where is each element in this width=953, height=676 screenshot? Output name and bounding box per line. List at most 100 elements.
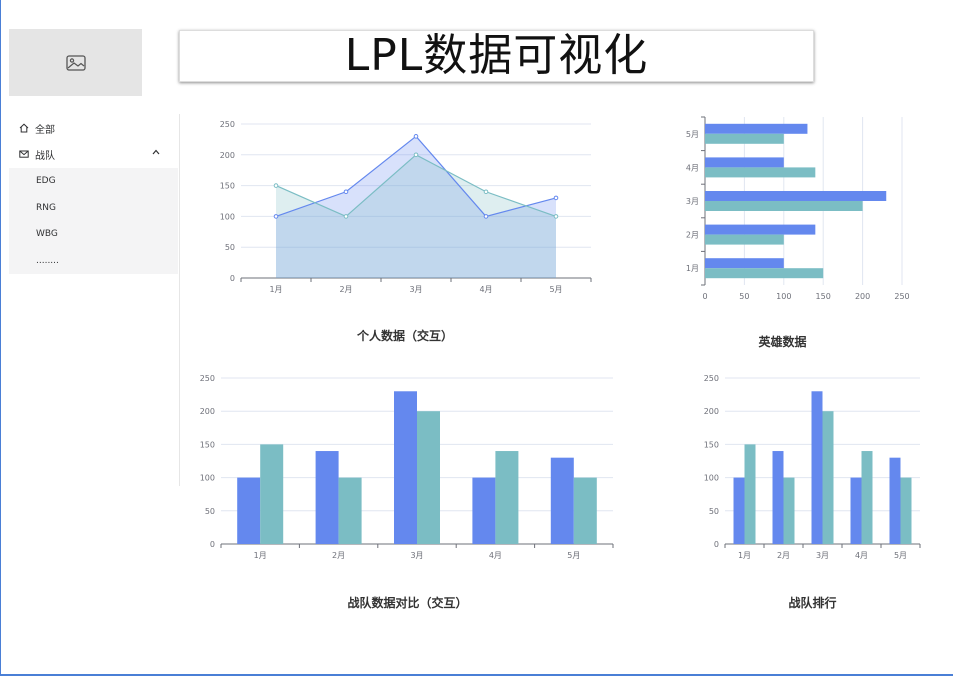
hero-data-plot[interactable]: 0 50 100 150 200 250 1月 2月 3月 4月 5月 <box>675 110 935 310</box>
bar[interactable] <box>861 451 873 544</box>
y-tick-label: 0 <box>230 274 235 283</box>
data-point[interactable] <box>553 214 559 219</box>
x-tick-label: 1月 <box>738 551 751 560</box>
team-rank-chart[interactable]: 0 50 100 150 200 250 1月 2月 3月 4月 5月 战队排行 <box>695 368 930 618</box>
x-tick-label: 100 <box>776 292 791 301</box>
bar[interactable] <box>417 411 440 544</box>
bar[interactable] <box>338 477 362 544</box>
y-tick-label: 1月 <box>686 264 699 273</box>
data-point[interactable] <box>343 214 349 219</box>
bar[interactable] <box>900 477 912 544</box>
x-tick-label: 200 <box>855 292 870 301</box>
bar[interactable] <box>705 224 816 235</box>
x-tick-label: 3月 <box>816 551 829 560</box>
x-tick-label: 50 <box>739 292 749 301</box>
y-tick-label: 0 <box>210 540 215 549</box>
header-title-box: LPL数据可视化 <box>179 30 814 82</box>
frame-bottom-border <box>0 674 953 676</box>
chevron-up-icon[interactable] <box>152 149 160 155</box>
y-tick-label: 0 <box>714 540 719 549</box>
series-area <box>276 136 556 278</box>
x-tick-label: 250 <box>894 292 909 301</box>
bar[interactable] <box>705 234 784 245</box>
bar[interactable] <box>237 477 261 544</box>
y-tick-label: 150 <box>220 182 235 191</box>
y-tick-label: 200 <box>220 151 235 160</box>
data-point[interactable] <box>413 152 419 158</box>
bar[interactable] <box>260 444 284 544</box>
data-point[interactable] <box>273 183 279 188</box>
y-tick-label: 200 <box>704 407 719 416</box>
bar[interactable] <box>772 451 784 544</box>
x-tick-label: 2月 <box>332 551 345 560</box>
bar[interactable] <box>705 133 784 144</box>
data-point[interactable] <box>413 134 419 139</box>
bar[interactable] <box>744 444 756 544</box>
page-title: LPL数据可视化 <box>344 30 649 81</box>
y-tick-label: 250 <box>200 374 215 383</box>
bar[interactable] <box>822 411 834 544</box>
submenu-item-edg[interactable]: EDG <box>36 176 56 187</box>
bar[interactable] <box>472 477 496 544</box>
bar[interactable] <box>733 477 745 544</box>
bar[interactable] <box>705 167 816 178</box>
bar[interactable] <box>705 157 784 168</box>
y-tick-label: 100 <box>704 474 719 483</box>
sidebar-item-label: 全部 <box>35 124 55 136</box>
personal-data-chart[interactable]: 0 50 100 150 200 250 1月 2月 3月 4月 5月 个人数据（交互） <box>200 110 610 350</box>
submenu-item-wbg[interactable]: WBG <box>36 229 58 240</box>
y-tick-label: 200 <box>200 407 215 416</box>
bar[interactable] <box>495 451 519 544</box>
bar[interactable] <box>811 391 823 544</box>
personal-data-plot[interactable]: 0 50 100 150 200 250 1月 2月 3月 4月 5月 <box>200 110 610 310</box>
bar[interactable] <box>783 477 795 544</box>
y-tick-label: 2月 <box>686 231 699 240</box>
hero-data-chart-title: 英雄数据 <box>758 335 807 349</box>
sidebar-item-team[interactable]: 战队 <box>9 141 178 167</box>
bar[interactable] <box>394 391 417 544</box>
series-area <box>276 154 556 278</box>
bar[interactable] <box>573 477 597 544</box>
x-tick-label: 4月 <box>489 551 502 560</box>
x-tick-label: 5月 <box>567 551 580 560</box>
y-tick-label: 150 <box>200 440 215 449</box>
data-point[interactable] <box>343 189 349 195</box>
x-tick-label: 2月 <box>777 551 790 560</box>
bar[interactable] <box>550 457 574 544</box>
sidebar-item-all[interactable]: 全部 <box>9 115 178 141</box>
personal-data-chart-title: 个人数据（交互） <box>356 329 453 343</box>
data-point[interactable] <box>483 189 489 195</box>
team-compare-chart[interactable]: 0 50 100 150 200 250 1月 2月 3月 4月 5月 战队数据对比（交互） <box>195 368 620 618</box>
bar[interactable] <box>705 201 863 211</box>
y-tick-label: 3月 <box>686 197 699 206</box>
x-tick-label: 2月 <box>339 285 352 294</box>
y-tick-label: 250 <box>704 374 719 383</box>
mail-icon <box>19 150 29 158</box>
bar[interactable] <box>705 258 784 269</box>
image-placeholder-icon <box>65 54 86 71</box>
x-tick-label: 5月 <box>549 285 562 294</box>
data-point[interactable] <box>273 214 279 219</box>
bar[interactable] <box>705 123 808 134</box>
sidebar-item-label: 战队 <box>35 150 55 162</box>
frame-left-border <box>0 0 1 676</box>
y-tick-label: 100 <box>220 212 235 221</box>
bar[interactable] <box>315 451 339 544</box>
bar[interactable] <box>705 191 887 201</box>
data-point[interactable] <box>483 214 489 219</box>
bar[interactable] <box>705 268 824 279</box>
submenu-item-more[interactable]: ........ <box>36 255 59 266</box>
bar[interactable] <box>889 457 901 544</box>
logo-placeholder <box>9 29 142 96</box>
x-tick-label: 3月 <box>409 285 422 294</box>
x-tick-label: 3月 <box>410 551 423 560</box>
team-compare-chart-title: 战队数据对比（交互） <box>347 596 468 610</box>
team-compare-plot[interactable]: 0 50 100 150 200 250 1月 2月 3月 4月 5月 <box>195 368 620 568</box>
submenu-item-rng[interactable]: RNG <box>36 202 56 213</box>
bar[interactable] <box>850 477 862 544</box>
team-rank-plot[interactable]: 0 50 100 150 200 250 1月 2月 3月 4月 5月 <box>695 368 930 568</box>
hero-data-chart[interactable]: 0 50 100 150 200 250 1月 2月 3月 4月 5月 英雄数据 <box>675 110 935 355</box>
data-point[interactable] <box>553 195 559 201</box>
x-tick-label: 4月 <box>855 551 868 560</box>
team-rank-chart-title: 战队排行 <box>788 596 837 610</box>
